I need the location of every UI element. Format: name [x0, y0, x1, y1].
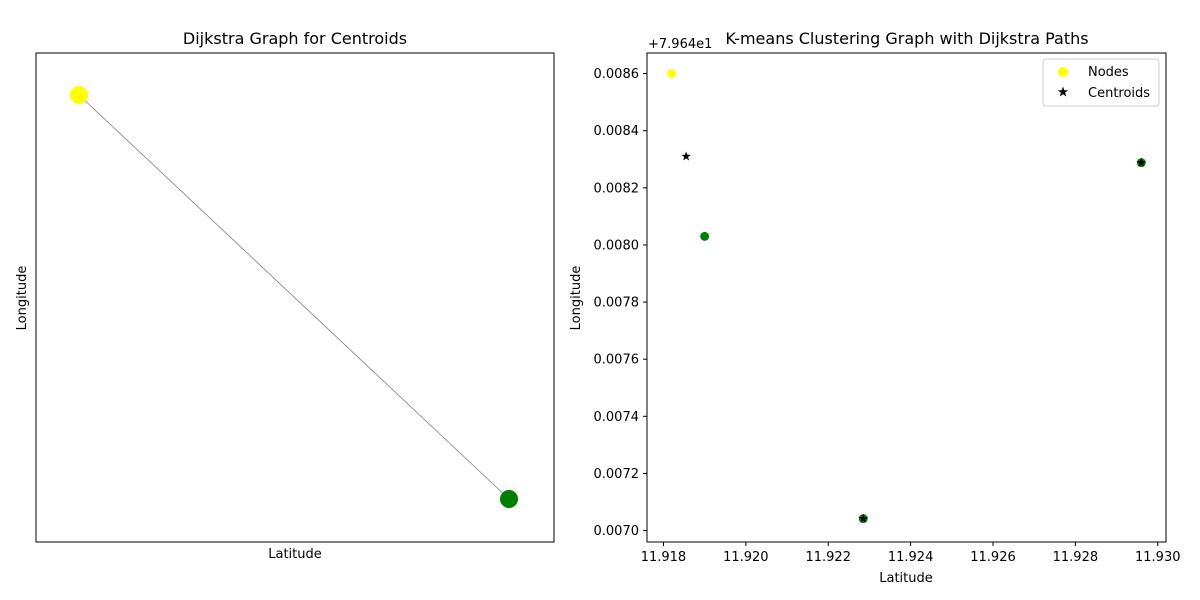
legend-centroids-marker	[1057, 86, 1069, 97]
legend-centroids-label: Centroids	[1088, 86, 1150, 101]
x-tick-label: 11.930	[1135, 550, 1181, 565]
chart2-x-ticks: 11.918 11.920 11.922 11.924 11.926 11.928 11.9…	[641, 542, 1181, 565]
x-tick-label: 11.922	[805, 550, 851, 565]
node-point	[667, 69, 677, 79]
chart2-title: K-means Clustering Graph with Dijkstra P…	[725, 29, 1088, 48]
chart2-plot-frame	[646, 52, 1167, 543]
chart2-y-ticks: 0.0070 0.0072 0.0074 0.0076 0.0078 0.0080 0.00…	[594, 67, 647, 539]
y-tick-label: 0.0076	[594, 353, 640, 368]
x-tick-label: 11.918	[641, 550, 687, 565]
graph-node	[500, 490, 518, 508]
chart1-title: Dijkstra Graph for Centroids	[183, 29, 407, 48]
chart2-y-axis-label: Longitude	[569, 266, 584, 331]
chart2-legend: Nodes Centroids	[1042, 58, 1160, 107]
chart1-nodes	[70, 86, 518, 508]
x-tick-label: 11.926	[970, 550, 1016, 565]
chart1-edges	[78, 94, 510, 500]
y-tick-label: 0.0072	[594, 467, 640, 482]
dijkstra-graph-chart: Dijkstra Graph for Centroids Latitude Lo…	[15, 29, 555, 562]
legend-box	[1042, 58, 1160, 107]
chart1-plot-frame	[35, 52, 555, 543]
y-tick-label: 0.0080	[594, 238, 640, 253]
graph-edge	[78, 94, 510, 500]
y-tick-label: 0.0082	[594, 181, 640, 196]
kmeans-scatter-chart: K-means Clustering Graph with Dijkstra P…	[569, 29, 1181, 586]
x-tick-label: 11.928	[1053, 550, 1099, 565]
chart2-points	[667, 69, 1147, 524]
x-tick-label: 11.920	[723, 550, 769, 565]
chart2-y-offset-label: +7.964e1	[648, 37, 712, 52]
graph-node	[70, 86, 88, 104]
legend-nodes-marker	[1058, 67, 1068, 77]
chart1-x-axis-label: Latitude	[268, 547, 322, 562]
node-point	[700, 231, 710, 241]
x-tick-label: 11.924	[888, 550, 934, 565]
y-tick-label: 0.0086	[594, 67, 640, 82]
y-tick-label: 0.0074	[594, 410, 640, 425]
y-tick-label: 0.0084	[594, 124, 640, 139]
centroid-point	[681, 151, 691, 161]
centroid-point	[858, 513, 869, 523]
y-tick-label: 0.0070	[594, 524, 640, 539]
y-tick-label: 0.0078	[594, 296, 640, 311]
chart2-x-axis-label: Latitude	[879, 571, 933, 586]
chart1-y-axis-label: Longitude	[15, 266, 30, 331]
centroid-point	[1136, 157, 1147, 167]
legend-nodes-label: Nodes	[1088, 65, 1129, 80]
